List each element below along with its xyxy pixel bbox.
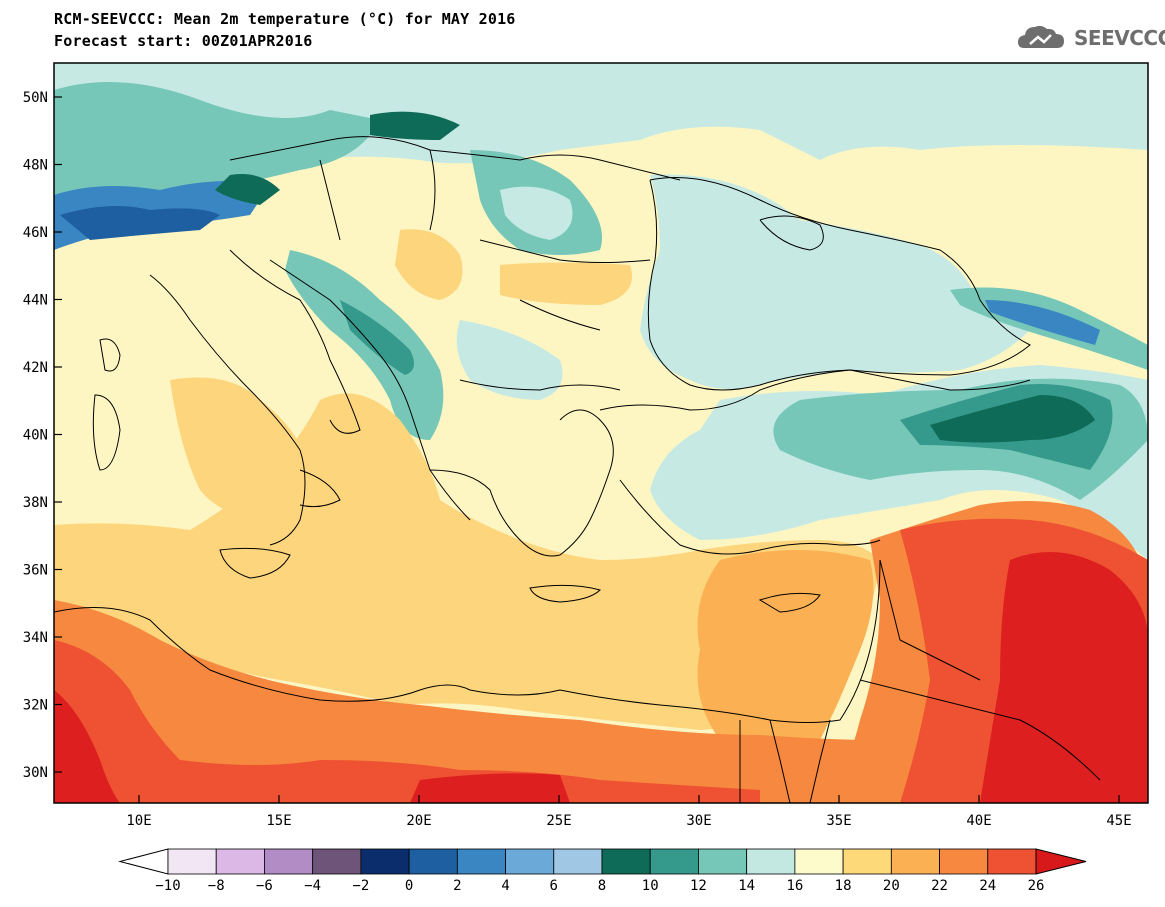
zone-caucasus-cold [985, 300, 1100, 345]
zone-balkan-mts [456, 320, 563, 400]
colorbar-label: −4 [304, 878, 321, 894]
zone-north-cool [54, 63, 1148, 200]
colorbar-swatch [842, 848, 892, 875]
forecast-start-label: Forecast start: 00Z01APR2016 [54, 32, 313, 50]
zone-levant-sea [697, 550, 874, 740]
zone-libya-hottest [410, 773, 570, 803]
colorbar-swatch [360, 848, 410, 875]
lat-label: 40N [23, 428, 48, 444]
lon-label: 15E [266, 813, 291, 829]
lon-label: 20E [406, 813, 431, 829]
lon-label: 45E [1106, 813, 1131, 829]
colorbar-swatch [408, 848, 458, 875]
lat-label: 50N [23, 90, 48, 106]
zone-sahara-hottest [54, 690, 120, 803]
latitude-axis: 50N 48N 46N 44N 42N 40N 38N 36N 34N 32N 30N [23, 90, 62, 781]
lon-label: 10E [126, 813, 151, 829]
zone-pannonian [395, 229, 463, 300]
colorbar-label: 16 [786, 878, 803, 894]
colorbar-label: −6 [256, 878, 273, 894]
colorbar-swatch [746, 848, 796, 875]
zone-transylvania [500, 186, 573, 240]
zone-iraq-hottest [980, 552, 1148, 803]
zone-dinarides-cold [340, 300, 414, 375]
lat-label: 32N [23, 698, 48, 714]
colorbar-swatch [312, 848, 362, 875]
lon-label: 35E [826, 813, 851, 829]
lat-label: 30N [23, 765, 48, 781]
map-title: RCM-SEEVCCC: Mean 2m temperature (°C) fo… [54, 10, 516, 28]
zone-tyrrhenian [170, 377, 310, 520]
colorbar: −10 −8 −6 −4 −2 0 2 4 6 8 10 12 14 16 18 20 22 24 26 [118, 848, 1087, 894]
colorbar-swatch [264, 848, 314, 875]
zone-wallachia [500, 262, 632, 305]
colorbar-label: −8 [208, 878, 225, 894]
cloud-icon [1018, 25, 1064, 48]
lat-label: 46N [23, 225, 48, 241]
colorbar-label: 26 [1028, 878, 1045, 894]
colorbar-label: 18 [835, 878, 852, 894]
colorbar-label: 2 [453, 878, 461, 894]
longitude-axis: 10E 15E 20E 25E 30E 35E 40E 45E [126, 795, 1132, 829]
zone-tatra [370, 111, 460, 140]
logo-text: SEEVCCC [1074, 26, 1165, 50]
seevccc-logo: SEEVCCC [1016, 20, 1165, 56]
colorbar-swatch [505, 848, 555, 875]
colorbar-label: 8 [598, 878, 606, 894]
map-frame [53, 62, 1149, 804]
lat-label: 48N [23, 158, 48, 174]
colorbar-swatch [794, 848, 844, 875]
lat-label: 34N [23, 630, 48, 646]
colorbar-swatch [601, 848, 651, 875]
colorbar-label: −2 [352, 878, 369, 894]
colorbar-label: 14 [738, 878, 755, 894]
lon-label: 25E [546, 813, 571, 829]
lon-label: 40E [966, 813, 991, 829]
colorbar-label: 24 [979, 878, 996, 894]
colorbar-swatch [987, 848, 1037, 875]
colorbar-low-arrow [118, 848, 169, 875]
temperature-field [54, 63, 1148, 803]
colorbar-swatch [939, 848, 989, 875]
coastlines [54, 136, 1101, 803]
colorbar-label: 0 [405, 878, 413, 894]
zone-sahara-hot [54, 640, 760, 803]
mediterranean-zone [54, 393, 880, 730]
zone-east-anatolia-coldest [930, 395, 1095, 443]
zone-dinarides [285, 250, 444, 440]
colorbar-swatch [553, 848, 603, 875]
colorbar-swatch [215, 848, 265, 875]
zone-alps-core [215, 174, 280, 205]
colorbar-swatch [167, 848, 217, 875]
colorbar-swatch [890, 848, 940, 875]
zone-north-africa [54, 600, 870, 803]
colorbar-swatch [649, 848, 699, 875]
colorbar-high-arrow [1035, 848, 1087, 875]
zone-alps-coldest [60, 206, 220, 240]
lat-label: 42N [23, 360, 48, 376]
colorbar-swatch [456, 848, 506, 875]
lat-label: 44N [23, 293, 48, 309]
lat-label: 36N [23, 563, 48, 579]
lat-label: 38N [23, 495, 48, 511]
colorbar-label: 10 [642, 878, 659, 894]
colorbar-label: 6 [550, 878, 558, 894]
colorbar-label: 22 [931, 878, 948, 894]
colorbar-label: −10 [155, 878, 180, 894]
colorbar-label: 12 [690, 878, 707, 894]
black-sea-zone [640, 174, 1030, 389]
colorbar-label: 20 [883, 878, 900, 894]
lon-label: 30E [686, 813, 711, 829]
colorbar-label: 4 [501, 878, 509, 894]
colorbar-swatch [698, 848, 748, 875]
